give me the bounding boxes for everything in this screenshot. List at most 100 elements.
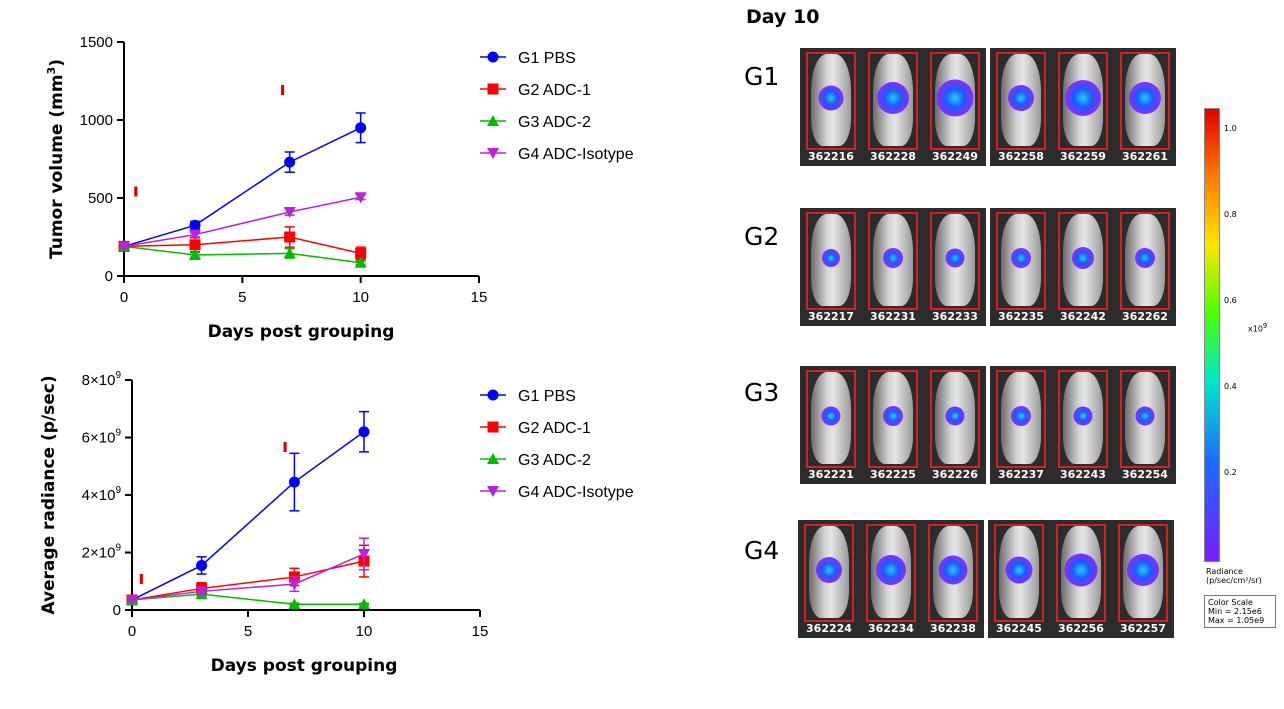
mouse-image: 362231 xyxy=(862,208,924,326)
mouse-id: 362221 xyxy=(808,468,854,481)
y-tick-label: 0 xyxy=(113,602,121,619)
x-tick-label: 0 xyxy=(120,289,128,306)
scale-multiplier-exp: 9 xyxy=(1262,322,1268,330)
mouse-image: 362216 xyxy=(800,48,862,166)
luminescence-signal xyxy=(945,406,965,426)
mouse-image: 362261 xyxy=(1114,48,1176,166)
data-marks: ıı xyxy=(118,79,367,268)
mouse-id: 362245 xyxy=(996,622,1042,635)
roi-box xyxy=(994,524,1044,622)
roi-box xyxy=(996,212,1046,310)
mouse-image: 362233 xyxy=(924,208,986,326)
legend-marker xyxy=(487,486,499,497)
mouse-image: 362256 xyxy=(1050,520,1112,638)
legend-label: G1 PBS xyxy=(518,388,576,405)
legend-marker xyxy=(487,51,499,63)
mouse-image: 362217 xyxy=(800,208,862,326)
luminescence-signal xyxy=(821,406,841,426)
x-tick-label: 0 xyxy=(128,623,136,640)
scale-tick-label: 1.0 xyxy=(1224,124,1237,133)
luminescence-signal xyxy=(1073,406,1093,426)
data-point xyxy=(118,241,130,253)
group-label: G1 xyxy=(744,62,780,91)
legend-marker xyxy=(487,421,499,433)
legend: G1 PBS G2 ADC-1 G3 ADC-2 G4 ADC-Isotype xyxy=(480,50,634,163)
data-point xyxy=(354,192,367,204)
data-point xyxy=(358,426,370,438)
y-axis-title: Average radiance (p/sec) xyxy=(39,375,59,614)
y-axis-title: Tumor volume (mm3) xyxy=(45,59,67,259)
color-scale-min: Min = 2.15e6 xyxy=(1208,607,1262,616)
roi-box xyxy=(1058,370,1108,468)
roi-box xyxy=(1058,212,1108,310)
mouse-image: 362237 xyxy=(990,366,1052,484)
mouse-id: 362258 xyxy=(998,150,1044,163)
image-panel: 362258 362259 362261 xyxy=(990,48,1176,166)
roi-box xyxy=(1120,370,1170,468)
y-axis-title-main: Tumor volume (mm xyxy=(47,74,67,259)
axis-ticks: 0 5 10 15 0 500 1000 1500 xyxy=(80,34,488,306)
series-line xyxy=(131,431,365,601)
treatment-marker: ı xyxy=(282,436,288,457)
mouse-id: 362231 xyxy=(870,310,916,323)
scale-tick-label: 0.4 xyxy=(1224,382,1237,391)
luminescence-signal xyxy=(945,248,965,268)
mouse-image: 362226 xyxy=(924,366,986,484)
mouse-id: 362238 xyxy=(930,622,976,635)
mouse-id: 362233 xyxy=(932,310,978,323)
series-line xyxy=(131,553,365,601)
luminescence-signal xyxy=(876,554,906,585)
treatment-marker: ı xyxy=(279,79,285,100)
roi-box xyxy=(806,370,856,468)
color-scale-bar xyxy=(1204,108,1220,562)
mouse-image: 362258 xyxy=(990,48,1052,166)
color-scale-title: Color Scale xyxy=(1208,598,1253,607)
luminescence-signal xyxy=(1129,81,1161,114)
scale-tick-label: 0.6 xyxy=(1224,296,1237,305)
image-row: 362217 362231 362233 362235 362242 362262 xyxy=(800,208,1176,326)
mouse-id: 362257 xyxy=(1120,622,1166,635)
data-point xyxy=(288,476,300,488)
data-point xyxy=(354,256,367,268)
mouse-id: 362217 xyxy=(808,310,854,323)
mouse-id: 362261 xyxy=(1122,150,1168,163)
image-panel: 362235 362242 362262 xyxy=(990,208,1176,326)
color-scale-max: Max = 1.05e9 xyxy=(1208,616,1265,625)
legend-label: G1 PBS xyxy=(518,50,576,67)
image-panel: 362221 362225 362226 xyxy=(800,366,986,484)
roi-box xyxy=(930,212,980,310)
mouse-id: 362249 xyxy=(932,150,978,163)
legend: G1 PBS G2 ADC-1 G3 ADC-2 G4 ADC-Isotype xyxy=(480,388,634,501)
data-point xyxy=(126,594,138,606)
luminescence-signal xyxy=(1065,79,1101,116)
roi-box xyxy=(1056,524,1106,622)
luminescence-signal xyxy=(1135,406,1155,426)
legend-marker xyxy=(487,389,499,401)
scale-tick-label: 0.2 xyxy=(1224,468,1237,477)
luminescence-signal xyxy=(877,81,909,114)
radiance-label-title: Radiance xyxy=(1206,567,1243,576)
x-tick-label: 15 xyxy=(471,289,488,306)
data-point xyxy=(196,559,208,571)
color-scale-box: Color Scale Min = 2.15e6 Max = 1.05e9 xyxy=(1204,595,1276,628)
radiance-label: Radiance (p/sec/cm²/sr) xyxy=(1206,567,1280,585)
x-tick-label: 15 xyxy=(472,623,489,640)
mouse-image: 362243 xyxy=(1052,366,1114,484)
y-tick-label: 1500 xyxy=(80,34,113,51)
image-panel: 362224 362234 362238 xyxy=(798,520,984,638)
x-axis-title: Days post grouping xyxy=(211,656,398,676)
bioluminescence-imaging-panel: Day 10 G1 362216 362228 362249 362258 362259 3… xyxy=(738,0,1284,709)
mouse-id: 362243 xyxy=(1060,468,1106,481)
scale-multiplier: x109 xyxy=(1248,322,1267,334)
radiance-label-units: (p/sec/cm²/sr) xyxy=(1206,576,1262,585)
image-panel: 362216 362228 362249 xyxy=(800,48,986,166)
luminescence-signal xyxy=(1008,84,1034,111)
roi-box xyxy=(868,370,918,468)
mouse-image: 362225 xyxy=(862,366,924,484)
y-tick-label: 8×109 xyxy=(82,370,122,389)
treatment-marker: ı xyxy=(133,180,139,201)
data-point xyxy=(284,156,296,168)
roi-box xyxy=(804,524,854,622)
data-point xyxy=(283,207,296,219)
